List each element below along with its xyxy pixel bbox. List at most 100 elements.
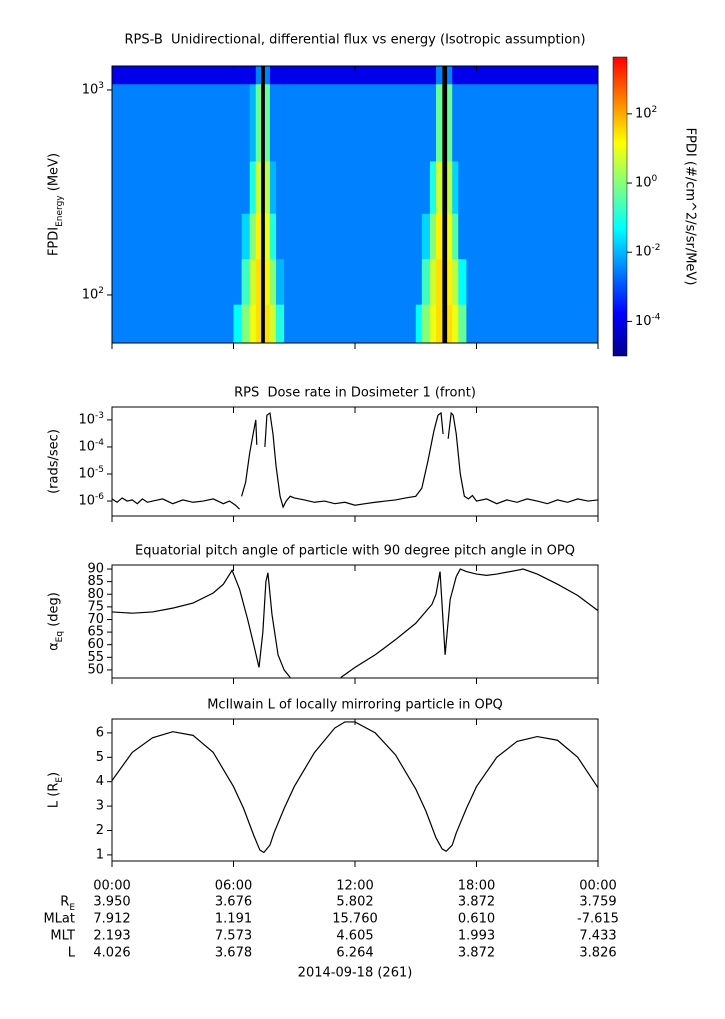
heatmap-cell	[112, 213, 153, 260]
heatmap-cell	[276, 213, 285, 260]
heatmap-cell	[294, 66, 336, 85]
y-axis-label: FPDIEnergy (MeV)	[47, 153, 65, 256]
heatmap-cell	[395, 66, 417, 85]
heatmap-cell	[112, 304, 153, 343]
heatmap-cell	[264, 304, 271, 343]
heatmap-cell	[276, 161, 285, 214]
heatmap-cell	[375, 83, 396, 162]
ephemeris-value: 2.193	[93, 929, 130, 944]
heatmap-cell	[436, 66, 443, 85]
panel: RPS Dose rate in Dosimeter 1 (front) (rad…	[47, 386, 599, 522]
heatmap-cell	[249, 304, 257, 343]
ephemeris-value: 3.826	[579, 946, 616, 961]
heatmap-cell	[112, 161, 153, 214]
heatmap-cell	[193, 213, 224, 260]
heatmap-cell	[395, 304, 417, 343]
x-tick-label: 12:00	[336, 879, 373, 894]
heatmap-cell	[458, 258, 467, 305]
heatmap-cell	[429, 258, 437, 305]
x-tick-label: 00:00	[579, 879, 616, 894]
heatmap-cell	[436, 258, 443, 305]
heatmap-cell	[447, 304, 453, 343]
heatmap-cell	[294, 161, 336, 214]
y-tick-label: 90	[87, 562, 104, 577]
ephemeris-value: 4.026	[93, 946, 130, 961]
heatmap-cell	[284, 161, 295, 214]
y-tick-label: 80	[87, 587, 104, 602]
heatmap-cell	[415, 213, 423, 260]
heatmap-cell	[429, 161, 437, 214]
heatmap-cell	[517, 83, 558, 162]
heatmap-cell	[294, 304, 336, 343]
ephemeris-value: 3.676	[215, 895, 252, 910]
heatmap-cell	[152, 161, 194, 214]
heatmap-cell	[415, 83, 423, 162]
heatmap-cell	[112, 83, 153, 162]
heatmap-cell	[294, 213, 336, 260]
heatmap-cell	[517, 258, 558, 305]
heatmap-cell	[249, 161, 257, 214]
ephemeris-value: 3.759	[579, 895, 616, 910]
panel-title: RPS Dose rate in Dosimeter 1 (front)	[234, 386, 476, 401]
heatmap-cell	[415, 258, 423, 305]
heatmap-cell	[294, 258, 336, 305]
heatmap-cell	[276, 83, 285, 162]
heatmap-cell	[476, 258, 518, 305]
heatmap-cell	[264, 161, 271, 214]
ephemeris-label: MLat	[43, 912, 75, 927]
heatmap-cell	[452, 213, 459, 260]
heatmap-cell	[466, 213, 477, 260]
y-axis-label: (rads/sec)	[47, 429, 62, 494]
panel: McIlwain L of locally mirroring particle…	[43, 698, 618, 981]
panel: RPS-B Unidirectional, differential flux …	[47, 33, 698, 357]
ephemeris-value: 6.264	[336, 946, 373, 961]
y-tick-label: 6	[96, 725, 104, 740]
ephemeris-value: 15.760	[332, 912, 378, 927]
heatmap-cell	[375, 66, 396, 85]
heatmap-cell	[112, 258, 153, 305]
x-tick-label: 06:00	[215, 879, 252, 894]
heatmap-cell	[334, 258, 376, 305]
y-tick-label: 65	[87, 625, 104, 640]
heatmap-cell	[223, 161, 234, 214]
heatmap-cell	[233, 213, 242, 260]
heatmap-cell	[241, 83, 250, 162]
heatmap-cell	[447, 258, 453, 305]
heatmap-cell	[458, 213, 467, 260]
ephemeris-value: 7.433	[579, 929, 616, 944]
heatmap-cell	[557, 161, 598, 214]
heatmap-cell	[429, 304, 437, 343]
heatmap-cell	[334, 66, 376, 85]
heatmap-cell	[421, 83, 431, 162]
heatmap-cell	[476, 161, 518, 214]
heatmap-cell	[466, 304, 477, 343]
heatmap-cell	[452, 66, 459, 85]
heatmap-cell	[233, 304, 242, 343]
heatmap-cell	[264, 83, 271, 162]
heatmap-cell	[223, 304, 234, 343]
heatmap-cell	[375, 213, 396, 260]
heatmap-cell	[276, 304, 285, 343]
panel: Equatorial pitch angle of particle with …	[47, 544, 599, 684]
heatmap-cell	[233, 258, 242, 305]
heatmap-cell	[255, 304, 262, 343]
heatmap-cell	[436, 213, 443, 260]
heatmap-cell	[249, 258, 257, 305]
colorbar	[612, 56, 628, 357]
data-line	[112, 411, 598, 510]
heatmap-cell	[375, 161, 396, 214]
heatmap-cell	[255, 66, 262, 85]
heatmap-cell	[476, 304, 518, 343]
y-tick-label: 75	[87, 599, 104, 614]
heatmap-cell	[557, 213, 598, 260]
heatmap-cell	[429, 66, 437, 85]
heatmap-cell	[466, 83, 477, 162]
heatmap-cell	[284, 213, 295, 260]
heatmap-cell	[334, 213, 376, 260]
heatmap-cell	[458, 66, 467, 85]
heatmap-cell	[255, 83, 262, 162]
heatmap-cell	[241, 66, 250, 85]
y-tick-label: 3	[96, 799, 104, 814]
